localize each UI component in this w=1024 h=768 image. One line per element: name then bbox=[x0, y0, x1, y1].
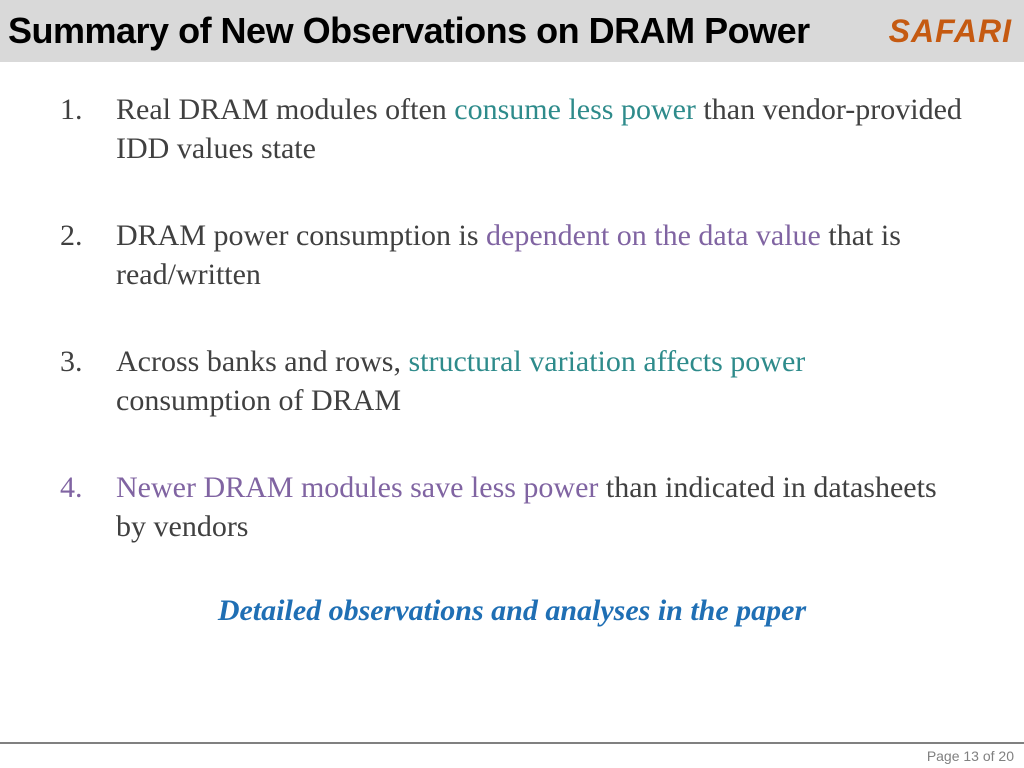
text-run: consumption of DRAM bbox=[116, 384, 401, 417]
safari-logo: SAFARI bbox=[889, 13, 1012, 50]
page-bar: Page 13 of 20 bbox=[0, 742, 1024, 768]
slide-content: Real DRAM modules often consume less pow… bbox=[0, 62, 1024, 628]
text-run: consume less power bbox=[454, 93, 696, 126]
observation-item-3: Across banks and rows, structural variat… bbox=[60, 342, 964, 420]
page-number: Page 13 of 20 bbox=[927, 748, 1014, 764]
text-run: DRAM power consumption is bbox=[116, 219, 486, 252]
observation-item-1: Real DRAM modules often consume less pow… bbox=[60, 90, 964, 168]
observation-list: Real DRAM modules often consume less pow… bbox=[60, 90, 964, 546]
text-run: dependent on the data value bbox=[486, 219, 821, 252]
slide-header: Summary of New Observations on DRAM Powe… bbox=[0, 0, 1024, 62]
observation-item-4: Newer DRAM modules save less power than … bbox=[60, 468, 964, 546]
text-run: Across banks and rows, bbox=[116, 345, 408, 378]
text-run: structural variation affects power bbox=[408, 345, 805, 378]
text-run: Newer DRAM modules save less power bbox=[116, 471, 598, 504]
slide-title: Summary of New Observations on DRAM Powe… bbox=[8, 10, 810, 52]
footer-note: Detailed observations and analyses in th… bbox=[60, 594, 964, 628]
text-run: Real DRAM modules often bbox=[116, 93, 454, 126]
observation-item-2: DRAM power consumption is dependent on t… bbox=[60, 216, 964, 294]
